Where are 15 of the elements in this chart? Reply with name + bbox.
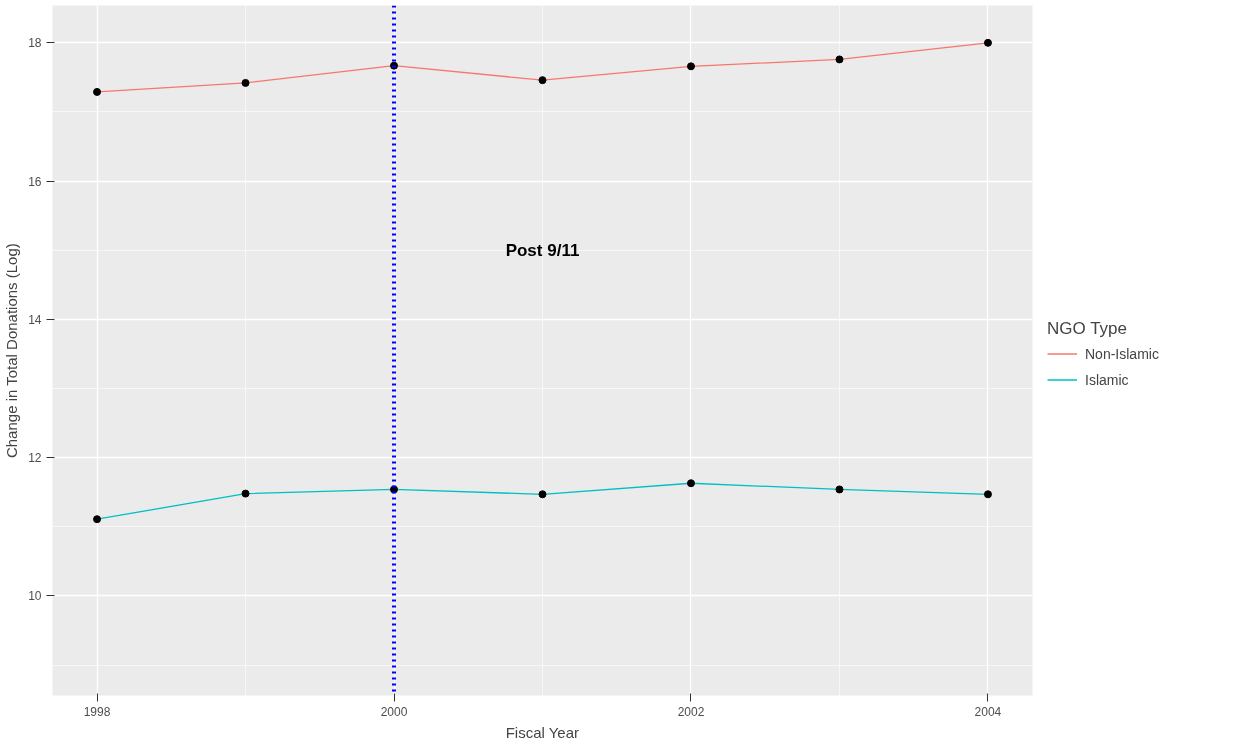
x-tick-label: 1998 bbox=[83, 704, 111, 719]
x-tick-label: 2002 bbox=[677, 704, 705, 719]
legend-label: Islamic bbox=[1085, 371, 1129, 387]
y-tick-label: 10 bbox=[28, 589, 42, 604]
legend-label: Non-Islamic bbox=[1085, 345, 1159, 361]
x-tick-label: 2000 bbox=[380, 704, 408, 719]
x-tick-label: 2004 bbox=[974, 704, 1002, 719]
y-tick-label: 14 bbox=[28, 312, 42, 327]
x-axis-title: Fiscal Year bbox=[505, 723, 580, 741]
y-tick-label: 12 bbox=[28, 451, 42, 466]
y-axis-title: Change in Total Donations (Log) bbox=[3, 243, 21, 459]
y-tick-label: 16 bbox=[28, 174, 42, 189]
legend-title: NGO Type bbox=[1047, 318, 1128, 338]
y-tick-label: 18 bbox=[28, 36, 42, 51]
annotation: Post 9/11 bbox=[505, 241, 580, 260]
